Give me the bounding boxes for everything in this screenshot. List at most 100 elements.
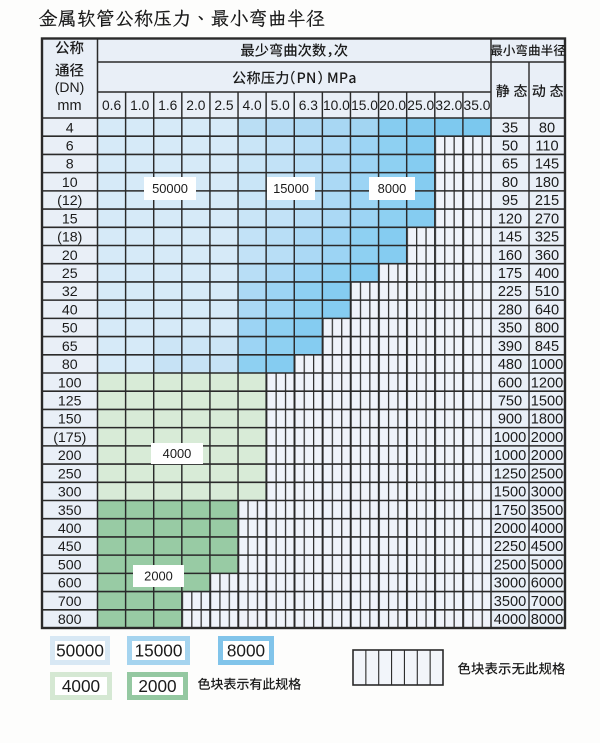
svg-text:180: 180 xyxy=(535,175,559,191)
svg-text:25: 25 xyxy=(62,266,78,282)
svg-text:2000: 2000 xyxy=(531,430,563,446)
svg-text:325: 325 xyxy=(535,230,559,246)
svg-text:6000: 6000 xyxy=(531,576,563,592)
svg-text:1250: 1250 xyxy=(494,466,526,482)
svg-text:800: 800 xyxy=(58,612,82,628)
svg-text:350: 350 xyxy=(58,503,82,519)
svg-text:15.0: 15.0 xyxy=(351,98,378,113)
svg-text:390: 390 xyxy=(498,339,522,355)
svg-text:50000: 50000 xyxy=(152,181,188,196)
svg-text:1800: 1800 xyxy=(531,412,563,428)
svg-text:500: 500 xyxy=(58,557,82,573)
svg-text:400: 400 xyxy=(535,266,559,282)
svg-text:3000: 3000 xyxy=(531,485,563,501)
svg-text:900: 900 xyxy=(498,412,522,428)
svg-text:120: 120 xyxy=(498,211,522,227)
svg-text:2500: 2500 xyxy=(531,466,563,482)
svg-text:1000: 1000 xyxy=(494,430,526,446)
svg-text:145: 145 xyxy=(498,230,522,246)
svg-text:65: 65 xyxy=(502,157,518,173)
svg-text:35: 35 xyxy=(502,120,518,136)
svg-text:640: 640 xyxy=(535,302,559,318)
svg-text:800: 800 xyxy=(535,321,559,337)
svg-text:145: 145 xyxy=(535,157,559,173)
svg-text:50000: 50000 xyxy=(56,641,104,661)
svg-text:7000: 7000 xyxy=(531,594,563,610)
svg-text:1500: 1500 xyxy=(531,394,563,410)
svg-text:2250: 2250 xyxy=(494,539,526,555)
svg-text:1000: 1000 xyxy=(494,448,526,464)
svg-text:400: 400 xyxy=(58,521,82,537)
svg-text:10: 10 xyxy=(62,175,78,191)
svg-text:480: 480 xyxy=(498,357,522,373)
svg-text:2000: 2000 xyxy=(531,448,563,464)
svg-text:20: 20 xyxy=(62,248,78,264)
svg-text:3000: 3000 xyxy=(494,576,526,592)
svg-text:4000: 4000 xyxy=(163,446,192,461)
svg-text:mm: mm xyxy=(57,98,81,114)
svg-text:95: 95 xyxy=(502,193,518,209)
svg-text:4000: 4000 xyxy=(494,612,526,628)
svg-text:25.0: 25.0 xyxy=(407,98,434,113)
svg-text:250: 250 xyxy=(58,466,82,482)
svg-text:10.0: 10.0 xyxy=(323,98,350,113)
svg-text:35.0: 35.0 xyxy=(464,98,491,113)
svg-text:160: 160 xyxy=(498,248,522,264)
svg-text:110: 110 xyxy=(535,139,558,155)
svg-text:4000: 4000 xyxy=(531,521,563,537)
svg-text:600: 600 xyxy=(498,375,522,391)
svg-text:750: 750 xyxy=(498,394,522,410)
svg-text:2.0: 2.0 xyxy=(186,98,206,113)
svg-text:125: 125 xyxy=(58,394,82,410)
svg-text:1750: 1750 xyxy=(494,503,526,519)
svg-text:300: 300 xyxy=(58,485,82,501)
svg-text:1500: 1500 xyxy=(494,485,526,501)
svg-text:(175): (175) xyxy=(53,430,86,446)
svg-text:32: 32 xyxy=(62,284,78,300)
svg-text:6.3: 6.3 xyxy=(299,98,319,113)
svg-text:15: 15 xyxy=(62,211,78,227)
svg-text:360: 360 xyxy=(535,248,559,264)
svg-text:4: 4 xyxy=(66,120,74,136)
svg-text:3500: 3500 xyxy=(494,594,526,610)
svg-text:65: 65 xyxy=(62,339,78,355)
svg-text:80: 80 xyxy=(62,357,78,373)
svg-text:32.0: 32.0 xyxy=(435,98,462,113)
svg-text:1.6: 1.6 xyxy=(158,98,178,113)
svg-text:15000: 15000 xyxy=(135,641,183,661)
svg-text:450: 450 xyxy=(58,539,82,555)
svg-text:80: 80 xyxy=(539,120,555,136)
svg-text:3500: 3500 xyxy=(531,503,563,519)
svg-text:50: 50 xyxy=(62,321,78,337)
svg-text:80: 80 xyxy=(502,175,518,191)
svg-text:2000: 2000 xyxy=(494,521,526,537)
svg-text:(18): (18) xyxy=(57,230,82,246)
svg-text:8: 8 xyxy=(66,157,74,173)
svg-text:700: 700 xyxy=(58,594,82,610)
svg-text:200: 200 xyxy=(58,448,82,464)
svg-text:0.6: 0.6 xyxy=(102,98,122,113)
svg-text:1000: 1000 xyxy=(531,357,563,373)
svg-text:845: 845 xyxy=(535,339,559,355)
svg-text:4000: 4000 xyxy=(62,676,100,696)
svg-text:1200: 1200 xyxy=(531,375,563,391)
svg-text:150: 150 xyxy=(58,412,82,428)
svg-text:510: 510 xyxy=(535,284,559,300)
svg-text:15000: 15000 xyxy=(273,181,309,196)
svg-text:5.0: 5.0 xyxy=(271,98,291,113)
svg-text:50: 50 xyxy=(502,139,518,155)
svg-text:225: 225 xyxy=(498,284,522,300)
svg-text:2000: 2000 xyxy=(138,676,176,696)
svg-text:4.0: 4.0 xyxy=(242,98,262,113)
svg-text:4500: 4500 xyxy=(531,539,563,555)
svg-text:(DN): (DN) xyxy=(55,79,85,95)
svg-text:8000: 8000 xyxy=(227,641,265,661)
svg-text:8000: 8000 xyxy=(531,612,563,628)
svg-text:(12): (12) xyxy=(57,193,82,209)
svg-text:40: 40 xyxy=(62,302,78,318)
svg-text:8000: 8000 xyxy=(378,181,407,196)
svg-text:175: 175 xyxy=(498,266,522,282)
svg-text:20.0: 20.0 xyxy=(379,98,406,113)
svg-text:215: 215 xyxy=(535,193,559,209)
svg-text:6: 6 xyxy=(66,139,74,155)
